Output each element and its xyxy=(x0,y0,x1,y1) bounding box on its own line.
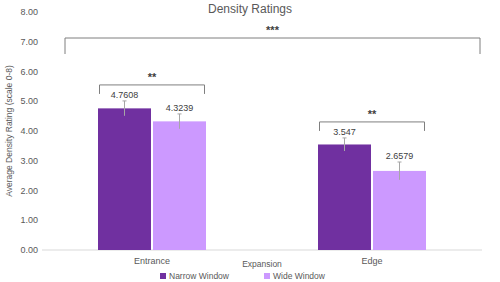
significance-bracket xyxy=(320,122,425,131)
y-tick-label: 8.00 xyxy=(20,7,38,17)
chart: Density Ratings Average Density Rating (s… xyxy=(0,0,500,282)
y-tick-label: 1.00 xyxy=(20,215,38,225)
y-tick-label: 4.00 xyxy=(20,126,38,136)
data-label: 3.547 xyxy=(333,127,356,137)
y-tick xyxy=(40,131,42,132)
y-axis-label: Average Density Rating (scale 0-8) xyxy=(4,65,14,197)
y-tick xyxy=(40,190,42,191)
data-label: 4.3239 xyxy=(166,103,194,113)
x-tick-label: Edge xyxy=(361,256,382,266)
y-tick xyxy=(40,101,42,102)
y-tick-label: 0.00 xyxy=(20,245,38,255)
legend-label: Wide Window xyxy=(273,271,326,281)
significance-label: ** xyxy=(368,108,377,120)
legend-label: Narrow Window xyxy=(169,271,230,281)
y-tick-label: 7.00 xyxy=(20,37,38,47)
title: Density Ratings xyxy=(208,2,292,16)
y-tick-label: 5.00 xyxy=(20,96,38,106)
data-label: 2.6579 xyxy=(386,151,414,161)
legend-swatch xyxy=(160,273,166,279)
y-tick-label: 2.00 xyxy=(20,186,38,196)
significance-bracket xyxy=(65,38,480,54)
data-label: 4.7608 xyxy=(111,90,139,100)
significance-label: *** xyxy=(266,24,280,36)
error-bar xyxy=(398,162,402,180)
y-tick xyxy=(40,71,42,72)
y-tick xyxy=(40,220,42,221)
error-bar xyxy=(178,114,182,129)
x-tick-label: Entrance xyxy=(134,256,170,266)
plot-area xyxy=(98,101,426,250)
x-axis-label: Expansion xyxy=(242,259,282,269)
y-tick xyxy=(40,41,42,42)
significance-bracket xyxy=(100,85,205,94)
y-tick-label: 6.00 xyxy=(20,67,38,77)
y-tick xyxy=(40,12,42,13)
error-bar xyxy=(343,138,347,151)
significance-label: ** xyxy=(148,71,157,83)
bar xyxy=(98,108,151,250)
y-tick xyxy=(40,250,42,251)
bar xyxy=(318,144,371,250)
error-bar xyxy=(123,101,127,116)
bar xyxy=(153,121,206,250)
bar xyxy=(373,171,426,250)
y-tick xyxy=(40,160,42,161)
legend-swatch xyxy=(264,273,270,279)
y-tick-label: 3.00 xyxy=(20,156,38,166)
